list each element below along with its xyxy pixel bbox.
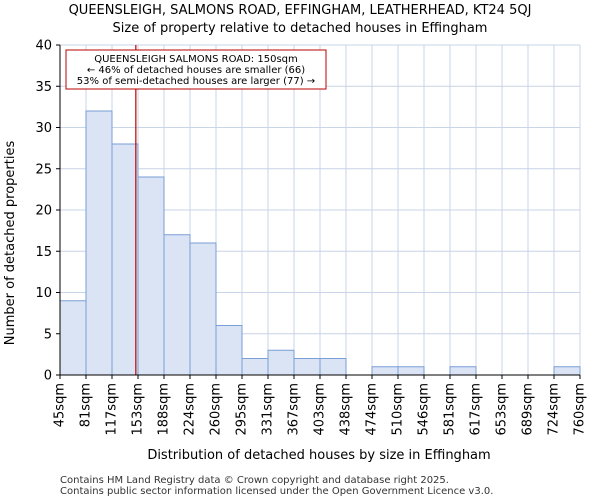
y-tick-label: 30 xyxy=(35,121,52,136)
x-tick-label: 224sqm xyxy=(183,383,198,436)
footer-line-1: Contains HM Land Registry data © Crown c… xyxy=(60,475,449,486)
x-tick-label: 474sqm xyxy=(365,383,380,436)
bar-188sqm xyxy=(163,234,191,376)
bar-581sqm xyxy=(449,366,477,376)
y-tick-labels: 0 5 10 15 20 25 30 35 40 xyxy=(35,39,60,384)
bars xyxy=(59,110,581,376)
x-tick-label: 367sqm xyxy=(287,383,302,436)
y-tick-label: 25 xyxy=(35,162,52,177)
bar-295sqm xyxy=(241,358,269,376)
x-tick-label: 653sqm xyxy=(495,383,510,436)
x-tick-label: 260sqm xyxy=(209,383,224,436)
x-tick-label: 546sqm xyxy=(417,383,432,436)
x-tick-label: 438sqm xyxy=(339,383,354,436)
bar-724sqm xyxy=(553,366,581,376)
x-tick-label: 117sqm xyxy=(105,383,120,436)
bar-474sqm xyxy=(371,366,399,376)
bar-224sqm xyxy=(189,242,217,376)
bar-403sqm xyxy=(319,358,347,376)
annotation-line-2: ← 46% of detached houses are smaller (66… xyxy=(87,65,305,76)
x-tick-label: 45sqm xyxy=(53,383,68,427)
y-tick-label: 20 xyxy=(35,204,52,219)
x-tick-label: 760sqm xyxy=(573,383,588,436)
x-tick-labels: 45sqm 81sqm 117sqm 153sqm 188sqm 224sqm 260sqm… xyxy=(53,375,588,436)
bar-510sqm xyxy=(397,366,425,376)
y-tick-label: 15 xyxy=(35,245,52,260)
y-tick-label: 0 xyxy=(44,369,52,384)
x-tick-label: 403sqm xyxy=(313,383,328,436)
x-tick-label: 617sqm xyxy=(469,383,484,436)
x-tick-label: 689sqm xyxy=(521,383,536,436)
chart-subtitle: Size of property relative to detached ho… xyxy=(113,21,488,36)
annotation-border xyxy=(65,49,327,90)
x-tick-label: 510sqm xyxy=(391,383,406,436)
y-tick-label: 10 xyxy=(35,286,52,301)
bar-117sqm xyxy=(111,143,139,376)
footer-line-2: Contains public sector information licen… xyxy=(60,486,493,497)
x-tick-label: 153sqm xyxy=(131,383,146,436)
bar-81sqm xyxy=(85,110,113,376)
bar-260sqm xyxy=(215,325,243,376)
annotation-line-3: 53% of semi-detached houses are larger (… xyxy=(77,76,315,87)
bar-153sqm xyxy=(137,176,165,376)
x-tick-label: 331sqm xyxy=(261,383,276,436)
y-tick-label: 35 xyxy=(35,80,52,95)
y-tick-label: 40 xyxy=(35,39,52,54)
bar-331sqm xyxy=(267,349,295,376)
x-tick-label: 581sqm xyxy=(443,383,458,436)
annotation-line-1: QUEENSLEIGH SALMONS ROAD: 150sqm xyxy=(94,54,298,65)
x-tick-label: 188sqm xyxy=(157,383,172,436)
annotation-box: QUEENSLEIGH SALMONS ROAD: 150sqm ← 46% o… xyxy=(65,49,327,90)
x-axis-label: Distribution of detached houses by size … xyxy=(147,448,490,463)
chart-title: QUEENSLEIGH, SALMONS ROAD, EFFINGHAM, LE… xyxy=(69,3,532,18)
y-tick-label: 5 xyxy=(44,327,52,342)
bar-367sqm xyxy=(293,358,321,376)
y-axis-label: Number of detached properties xyxy=(3,141,18,346)
x-tick-label: 81sqm xyxy=(79,383,94,427)
x-tick-label: 295sqm xyxy=(235,383,250,436)
bar-45sqm xyxy=(59,300,87,376)
x-tick-label: 724sqm xyxy=(547,383,562,436)
